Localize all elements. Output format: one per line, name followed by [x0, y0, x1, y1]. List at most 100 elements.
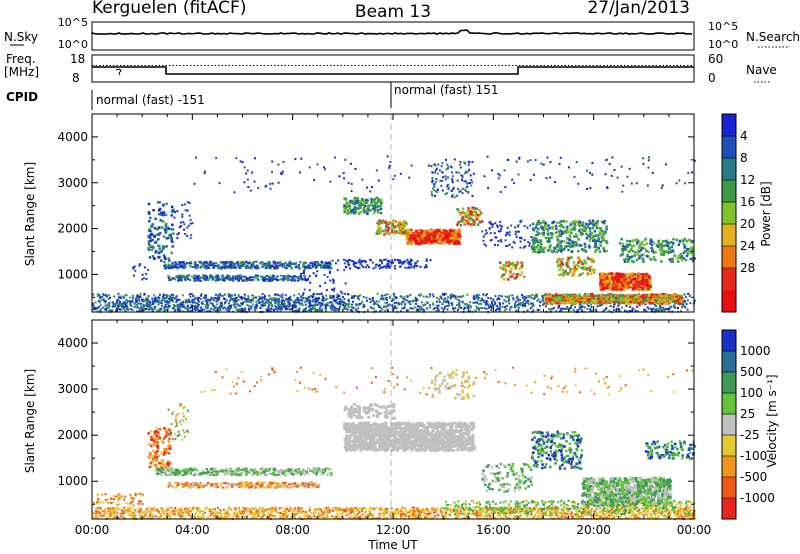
echo-cell [204, 275, 208, 277]
echo-cell [600, 272, 604, 276]
echo-cell [475, 294, 478, 297]
echo-cell [294, 266, 298, 269]
echo-cell [250, 267, 253, 270]
echo-cell [536, 299, 539, 302]
echo-cell [578, 221, 582, 224]
echo-cell [341, 292, 344, 295]
echo-cell [291, 262, 295, 265]
echo-cell [384, 258, 387, 261]
echo-cell [404, 223, 407, 226]
echo-cell [488, 307, 490, 310]
echo-cell [295, 298, 298, 301]
echo-cell [446, 308, 449, 311]
echo-cell [131, 308, 134, 311]
echo-cell [164, 224, 168, 227]
echo-cell [475, 305, 478, 308]
echo-cell [248, 266, 251, 269]
echo-cell [324, 308, 327, 311]
echo-cell [603, 283, 607, 287]
echo-cell [516, 262, 519, 265]
echo-cell [503, 299, 506, 302]
echo-cell [606, 286, 609, 290]
echo-cell [307, 277, 310, 280]
echo-cell [351, 210, 355, 213]
echo-cell [135, 301, 138, 304]
echo-cell [347, 263, 350, 266]
echo-cell [304, 267, 308, 270]
echo-cell [359, 261, 362, 264]
echo-cell [558, 268, 561, 272]
echo-cell [161, 226, 164, 229]
echo-cell [532, 246, 535, 249]
echo-cell [228, 262, 231, 265]
echo-cell [502, 302, 505, 305]
echo-cell [194, 305, 197, 308]
echo-cell [391, 225, 394, 228]
echo-cell [343, 210, 346, 214]
echo-cell [197, 300, 200, 303]
echo-cell [447, 186, 450, 189]
echo-cell [338, 298, 341, 301]
echo-cell [522, 246, 525, 249]
echo-cell [100, 308, 103, 311]
echo-cell [519, 273, 523, 277]
echo-cell [96, 306, 99, 309]
echo-cell [517, 224, 520, 227]
echo-cell [181, 213, 184, 216]
echo-cell [158, 247, 161, 250]
echo-cell [385, 301, 388, 304]
echo-cell [385, 264, 388, 267]
echo-cell [245, 264, 248, 267]
echo-cell [151, 255, 155, 258]
echo-cell [445, 178, 447, 181]
echo-cell [319, 285, 322, 288]
echo-cell [291, 304, 294, 307]
echo-cell [362, 296, 365, 298]
echo-cell [286, 279, 290, 282]
echo-cell [638, 282, 642, 286]
echo-cell [344, 307, 347, 310]
echo-cell [111, 301, 114, 304]
echo-cell [216, 303, 218, 306]
echo-cell [347, 303, 350, 306]
echo-cell [335, 301, 338, 304]
echo-cell [363, 211, 366, 214]
echo-cell [494, 222, 497, 225]
echo-cell [199, 265, 203, 268]
echo-cell [202, 277, 206, 280]
echo-cell [181, 204, 184, 207]
echo-cell [141, 299, 144, 302]
echo-cell [188, 265, 192, 268]
echo-cell [545, 302, 549, 305]
echo-cell [263, 304, 266, 307]
echo-cell [506, 295, 509, 298]
echo-cell [137, 295, 140, 298]
echo-cell [195, 302, 198, 305]
echo-cell [567, 248, 570, 252]
echo-cell [182, 275, 185, 277]
echo-cell [119, 308, 122, 311]
echo-cell [357, 298, 360, 301]
echo-cell [441, 241, 445, 244]
echo-cell [632, 308, 635, 311]
echo-cell [461, 187, 464, 190]
echo-cell [209, 309, 212, 312]
echo-cell [584, 245, 587, 249]
echo-cell [268, 310, 271, 313]
echo-cell [499, 220, 502, 223]
echo-cell [589, 258, 593, 261]
echo-cell [569, 245, 573, 249]
echo-cell [380, 306, 383, 309]
echo-cell [183, 276, 186, 279]
echo-cell [439, 236, 443, 240]
echo-cell [421, 232, 425, 236]
echo-cell [436, 296, 438, 299]
echo-cell [469, 174, 472, 177]
echo-cell [332, 279, 335, 282]
echo-cell [227, 266, 231, 269]
echo-cell [596, 302, 600, 305]
echo-cell [543, 294, 546, 297]
echo-cell [377, 303, 380, 306]
echo-cell [134, 269, 137, 272]
